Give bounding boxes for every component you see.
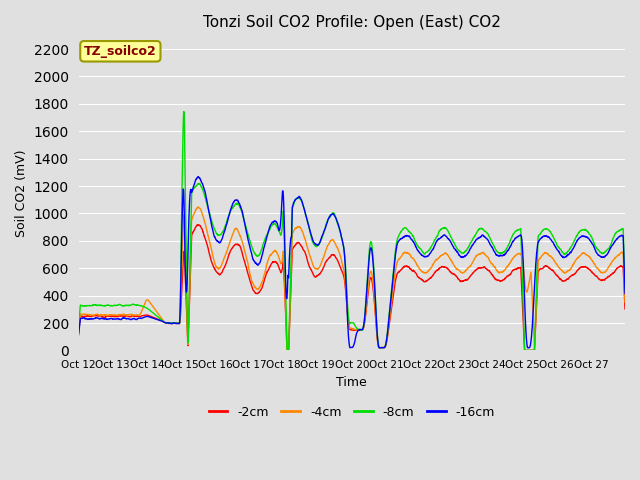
Line: -4cm: -4cm	[79, 207, 625, 350]
-16cm	[170, 320, 177, 326]
-16cm	[195, 174, 202, 180]
Legend: -2cm, -4cm, -8cm, -16cm: -2cm, -4cm, -8cm, -16cm	[204, 401, 500, 424]
X-axis label: Time: Time	[337, 376, 367, 389]
-2cm	[611, 269, 618, 275]
-4cm	[621, 300, 629, 305]
-8cm	[283, 348, 291, 353]
Line: -2cm: -2cm	[79, 225, 625, 350]
-4cm	[552, 260, 559, 266]
-4cm	[170, 321, 177, 326]
-4cm	[283, 348, 291, 353]
-4cm	[75, 329, 83, 335]
-8cm	[308, 238, 316, 244]
-2cm	[308, 269, 316, 275]
-16cm	[284, 273, 292, 279]
-8cm	[180, 108, 188, 114]
-8cm	[170, 320, 177, 326]
-16cm	[552, 244, 559, 250]
-8cm	[285, 348, 292, 353]
-16cm	[611, 239, 618, 245]
-2cm	[193, 222, 201, 228]
Text: TZ_soilco2: TZ_soilco2	[84, 45, 157, 58]
-8cm	[137, 303, 145, 309]
-2cm	[170, 320, 177, 326]
-16cm	[75, 332, 83, 338]
Line: -8cm: -8cm	[79, 111, 625, 350]
-16cm	[308, 234, 316, 240]
Y-axis label: Soil CO2 (mV): Soil CO2 (mV)	[15, 149, 28, 237]
Line: -16cm: -16cm	[79, 177, 625, 348]
-2cm	[283, 348, 291, 353]
-2cm	[75, 330, 83, 336]
-16cm	[621, 291, 629, 297]
-4cm	[611, 256, 618, 262]
-16cm	[137, 315, 145, 321]
Title: Tonzi Soil CO2 Profile: Open (East) CO2: Tonzi Soil CO2 Profile: Open (East) CO2	[203, 15, 500, 30]
-4cm	[308, 259, 316, 265]
-16cm	[377, 345, 385, 351]
-4cm	[195, 204, 202, 210]
-2cm	[621, 306, 629, 312]
-4cm	[285, 348, 292, 353]
-8cm	[611, 232, 618, 238]
-2cm	[552, 272, 559, 277]
-2cm	[137, 313, 145, 319]
-2cm	[285, 348, 292, 353]
-8cm	[75, 324, 83, 330]
-8cm	[621, 287, 629, 292]
-8cm	[552, 239, 559, 245]
-4cm	[137, 310, 145, 316]
